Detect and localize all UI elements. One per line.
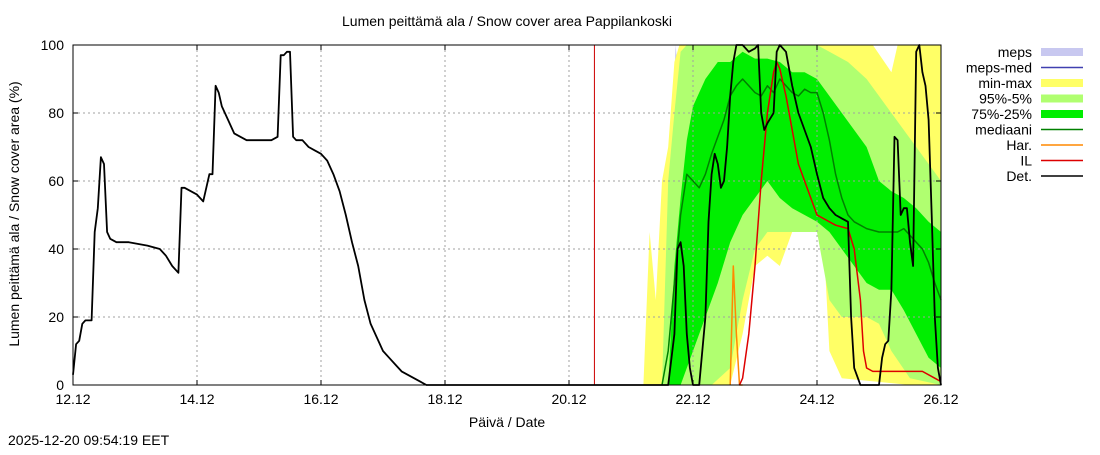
y-axis-label: Lumen peittämä ala / Snow cover area (%) <box>6 81 22 346</box>
y-tick-label: 80 <box>48 105 64 121</box>
x-tick-label: 20.12 <box>551 391 586 407</box>
x-tick-label: 14.12 <box>179 391 214 407</box>
x-tick-label: 12.12 <box>55 391 90 407</box>
legend-label: IL <box>1020 153 1032 169</box>
legend-label: meps-med <box>966 60 1032 76</box>
legend-item-il: IL <box>1020 153 1083 169</box>
x-tick-label: 18.12 <box>427 391 462 407</box>
legend-label: 95%-5% <box>979 91 1032 107</box>
legend: mepsmeps-medmin-max95%-5%75%-25%mediaani… <box>966 44 1083 184</box>
chart-title: Lumen peittämä ala / Snow cover area Pap… <box>342 13 672 29</box>
legend-label: 75%-25% <box>971 106 1032 122</box>
x-tick-label: 26.12 <box>923 391 958 407</box>
legend-label: mediaani <box>975 122 1032 138</box>
legend-item-min-max: min-max <box>978 75 1083 91</box>
legend-item-meps: meps <box>998 44 1083 60</box>
legend-swatch <box>1041 110 1083 118</box>
y-tick-label: 20 <box>48 309 64 325</box>
grid-layer <box>73 45 941 385</box>
legend-label: meps <box>998 44 1032 60</box>
legend-item-meps-med: meps-med <box>966 60 1083 76</box>
legend-item-det: Det. <box>1006 168 1083 184</box>
legend-item-95pct-5pct: 95%-5% <box>979 91 1083 107</box>
ticks-layer: 12.12 14.12 16.12 18.12 20.12 22.12 24.12 26.12… <box>41 37 959 407</box>
legend-swatch <box>1041 48 1083 56</box>
y-tick-label: 40 <box>48 241 64 257</box>
legend-label: min-max <box>978 75 1032 91</box>
legend-item-har: Har. <box>1006 137 1083 153</box>
legend-item-mediaani: mediaani <box>975 122 1083 138</box>
legend-item-75pct-25pct: 75%-25% <box>971 106 1083 122</box>
x-tick-label: 16.12 <box>303 391 338 407</box>
x-tick-label: 22.12 <box>675 391 710 407</box>
y-tick-label: 0 <box>56 377 64 393</box>
series-mediaani <box>661 78 942 386</box>
legend-label: Det. <box>1006 168 1032 184</box>
legend-swatch <box>1041 94 1083 103</box>
band-75pct-25pct <box>668 51 941 386</box>
y-tick-label: 60 <box>48 173 64 189</box>
y-tick-label: 100 <box>41 37 65 53</box>
timestamp: 2025-12-20 09:54:19 EET <box>8 432 170 448</box>
legend-swatch <box>1041 79 1083 87</box>
plot-frame <box>72 44 942 386</box>
x-axis-label: Päivä / Date <box>469 414 545 430</box>
legend-label: Har. <box>1006 137 1032 153</box>
x-tick-label: 24.12 <box>799 391 834 407</box>
bands-layer <box>643 45 941 386</box>
